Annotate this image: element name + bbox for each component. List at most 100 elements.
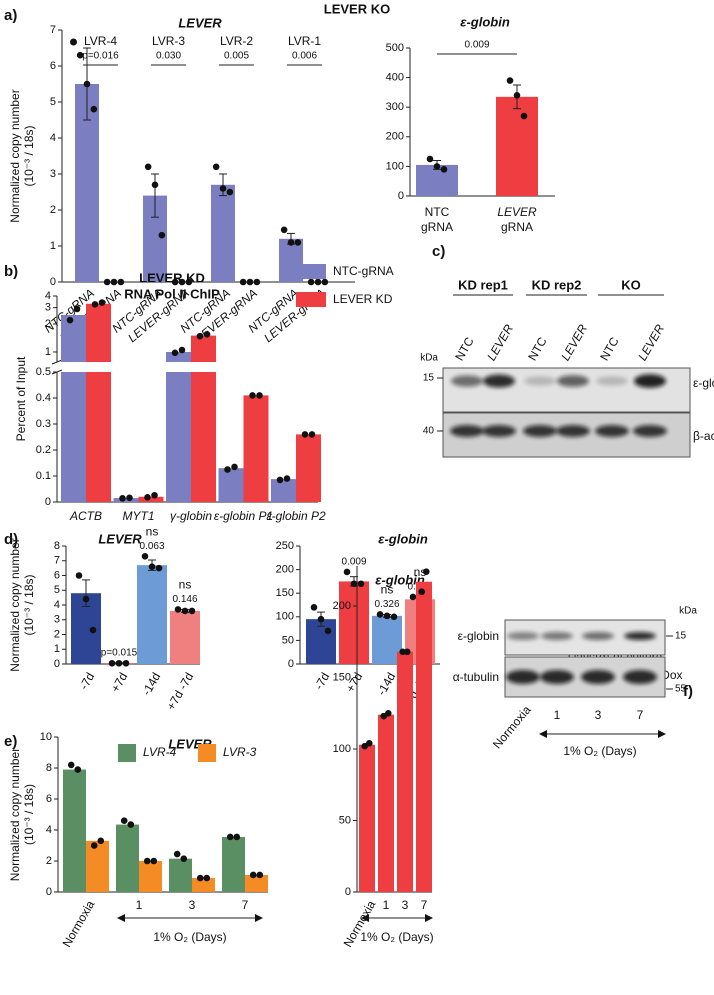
data-point bbox=[171, 349, 179, 357]
x-tick-label: -14d bbox=[139, 670, 163, 698]
y-tick-label: 3 bbox=[54, 614, 60, 626]
bar bbox=[86, 372, 111, 502]
data-point bbox=[90, 842, 98, 849]
x-tick-label: Normoxia bbox=[60, 898, 98, 950]
y-axis-label: Normalized copy number bbox=[8, 748, 22, 881]
lane-label: 1 bbox=[554, 708, 561, 722]
data-point bbox=[89, 626, 97, 634]
y-axis-label: Percent of Input bbox=[14, 356, 28, 441]
y-tick-label: 0 bbox=[45, 496, 51, 508]
data-point bbox=[226, 833, 234, 841]
data-point bbox=[422, 568, 430, 576]
data-point bbox=[82, 595, 90, 603]
data-point bbox=[203, 874, 211, 882]
legend-swatch bbox=[296, 292, 326, 307]
bar bbox=[63, 769, 86, 892]
chart-title: ε-globin bbox=[460, 14, 510, 29]
bar bbox=[218, 468, 244, 502]
bar bbox=[359, 744, 375, 892]
annotation: 0.146 bbox=[172, 594, 197, 605]
y-tick-label: 0 bbox=[398, 190, 404, 202]
data-point bbox=[76, 51, 84, 59]
y-tick-label: 0.1 bbox=[36, 470, 51, 482]
data-point bbox=[383, 612, 391, 620]
x-tick-label: -7d bbox=[312, 670, 333, 692]
data-point bbox=[321, 278, 329, 286]
blot-band bbox=[507, 632, 539, 640]
bar bbox=[169, 858, 192, 892]
blot-band bbox=[581, 670, 615, 684]
data-point bbox=[151, 181, 159, 189]
bar bbox=[139, 861, 162, 892]
bar bbox=[138, 496, 164, 502]
bar bbox=[416, 164, 458, 196]
y-tick-label: 10 bbox=[40, 731, 52, 743]
data-point bbox=[171, 278, 179, 286]
y-axis-label: (10⁻³ / 18s) bbox=[22, 125, 36, 186]
y-tick-label: 7 bbox=[54, 555, 60, 567]
data-point bbox=[324, 627, 332, 635]
marker-label: 40 bbox=[423, 426, 435, 437]
legend-label: LVR-3 bbox=[223, 745, 257, 759]
data-point bbox=[203, 330, 211, 338]
data-point bbox=[256, 392, 263, 399]
lane-label: 7 bbox=[637, 708, 644, 722]
band-label: ε-globin bbox=[458, 629, 499, 643]
data-point bbox=[188, 607, 196, 615]
p-value: 0.006 bbox=[292, 51, 317, 62]
annotation: ns bbox=[146, 524, 159, 538]
y-tick-label: 7 bbox=[50, 24, 56, 36]
data-point bbox=[108, 659, 116, 667]
y-tick-label: 0.3 bbox=[36, 418, 51, 430]
legend-label: NTC-gRNA bbox=[333, 264, 394, 278]
y-tick-label: 200 bbox=[333, 600, 351, 612]
data-point bbox=[294, 239, 302, 246]
y-axis-label: (10⁻³ / 18s) bbox=[22, 574, 36, 635]
data-point bbox=[66, 316, 74, 324]
x-tick-label: LEVER bbox=[497, 205, 537, 219]
x-tick-label: +7d -7d bbox=[164, 670, 197, 713]
bar bbox=[191, 372, 216, 502]
data-point bbox=[433, 163, 441, 170]
y-tick-label: 0 bbox=[345, 886, 351, 898]
bar bbox=[170, 610, 200, 664]
data-point bbox=[231, 463, 238, 471]
axis-break bbox=[51, 359, 63, 365]
data-point bbox=[103, 278, 111, 286]
y-tick-label: 100 bbox=[333, 743, 351, 755]
x-tick-label: -7d bbox=[77, 670, 98, 692]
y-tick-label: 0.5 bbox=[36, 366, 51, 378]
bar bbox=[397, 651, 413, 892]
annotation: 0.326 bbox=[374, 599, 399, 610]
x-tick-label: MYT1 bbox=[122, 509, 154, 523]
legend-swatch bbox=[296, 264, 326, 279]
y-tick-label: 6 bbox=[50, 60, 56, 72]
data-point bbox=[90, 105, 98, 113]
x-tick-label: ε-globin P1 bbox=[214, 509, 273, 523]
bar bbox=[86, 840, 109, 892]
blot-band bbox=[624, 632, 656, 640]
y-tick-label: 0 bbox=[54, 658, 60, 670]
x-tick-label: 7 bbox=[242, 898, 249, 912]
bar bbox=[137, 565, 167, 664]
marker-label: 15 bbox=[675, 631, 687, 642]
data-point bbox=[399, 648, 407, 656]
y-tick-label: 0.4 bbox=[36, 392, 51, 404]
data-point bbox=[155, 564, 163, 572]
y-tick-label: 2 bbox=[45, 318, 51, 330]
data-point bbox=[181, 607, 189, 615]
data-point bbox=[308, 431, 316, 438]
y-tick-label: 50 bbox=[282, 634, 294, 646]
y-tick-label: 100 bbox=[386, 160, 404, 172]
blot-band bbox=[541, 632, 573, 640]
y-tick-label: 2 bbox=[54, 628, 60, 640]
lane-label: Normoxia bbox=[490, 703, 534, 752]
data-point bbox=[376, 611, 384, 618]
blot-band bbox=[556, 425, 590, 437]
axis-break bbox=[51, 369, 63, 375]
data-point bbox=[126, 494, 133, 502]
blot-band bbox=[595, 425, 629, 437]
y-tick-label: 8 bbox=[54, 540, 60, 552]
x-tick-label: gRNA bbox=[421, 220, 453, 234]
y-tick-label: 3 bbox=[45, 302, 51, 314]
